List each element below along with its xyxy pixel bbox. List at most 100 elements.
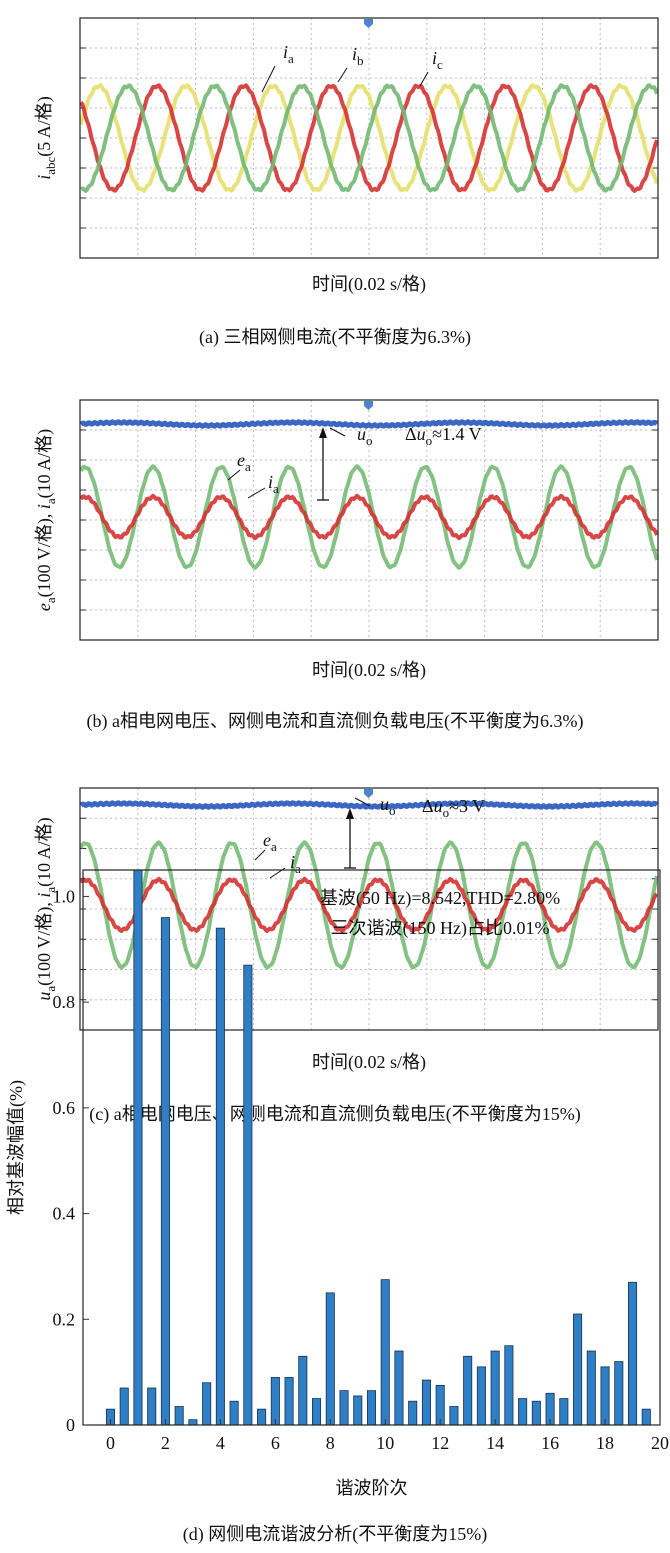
label-sub: a	[245, 459, 251, 474]
label-sub: a	[271, 839, 277, 854]
trigger-marker	[364, 401, 373, 410]
bar	[573, 1313, 583, 1426]
label-sub: a	[43, 597, 58, 603]
waveform	[79, 83, 659, 193]
leader-line	[227, 469, 241, 481]
waveform	[80, 83, 659, 193]
label-var: e	[34, 603, 54, 611]
x-tick-label: 18	[596, 1433, 614, 1453]
label-var: i	[283, 42, 288, 62]
bar	[257, 1408, 267, 1426]
label-var: u	[34, 992, 54, 1001]
leader-line	[329, 427, 346, 437]
label-var: i	[268, 472, 273, 492]
leader-line	[419, 71, 429, 87]
bar	[476, 1366, 486, 1426]
bar	[380, 1279, 390, 1426]
bar	[449, 1406, 459, 1426]
label-var: e	[263, 830, 271, 850]
bar	[215, 927, 225, 1426]
plot-frame	[79, 17, 659, 259]
x-tick-label: 10	[376, 1433, 394, 1453]
label-var: u	[380, 794, 389, 814]
waveform	[79, 464, 659, 570]
bar	[160, 917, 170, 1426]
label-var: i	[34, 504, 54, 509]
bar	[531, 1400, 541, 1426]
y-axis-label: ea(100 V/格), ia(10 A/格)	[34, 429, 58, 611]
bar	[518, 1398, 528, 1426]
label-prefix: Δ	[422, 796, 434, 816]
bar	[421, 1379, 431, 1426]
caption: (d) 网侧电流谐波分析(不平衡度为15%)	[183, 1524, 487, 1545]
y-tick-label: 0.2	[53, 1309, 76, 1329]
label-var: i	[290, 852, 295, 872]
label-var: u	[417, 424, 426, 444]
label-var: i	[432, 48, 437, 68]
y-tick-label: 0.4	[53, 1204, 76, 1224]
label-text: (5 A/格)	[34, 96, 55, 157]
bar	[366, 1390, 377, 1426]
label-text: ≈3 V	[449, 796, 485, 816]
x-axis-label: 时间(0.02 s/格)	[312, 1052, 426, 1073]
x-tick-label: 0	[106, 1433, 115, 1453]
leader-line	[247, 487, 266, 499]
label-text: (100 V/格),	[34, 509, 55, 597]
leader-line	[261, 65, 276, 93]
trigger-marker	[364, 789, 373, 798]
wave-label: ic	[432, 48, 443, 72]
y-tick-label: 1.0	[53, 886, 76, 906]
wave-label: ea	[237, 450, 251, 474]
x-axis-label: 时间(0.02 s/格)	[312, 660, 426, 681]
label-sub: a	[43, 887, 58, 893]
caption: (c) a相电网电压、网侧电流和直流侧负载电压(不平衡度为15%)	[89, 1104, 580, 1125]
bar	[119, 1387, 129, 1426]
label-var: i	[352, 44, 357, 64]
bar	[641, 1408, 651, 1426]
bar	[270, 1377, 280, 1426]
wave-label: Δuo≈1.4 V	[405, 424, 482, 448]
label-var: i	[34, 175, 54, 180]
bar	[133, 869, 143, 1426]
wave-label: ib	[352, 44, 364, 68]
bar	[325, 1292, 335, 1426]
label-sub: a	[273, 481, 279, 496]
label-sub: o	[426, 433, 433, 448]
waveform	[79, 876, 659, 934]
wave-label: Δuo≈3 V	[422, 796, 485, 820]
bar	[147, 1387, 157, 1426]
plot-frame	[79, 787, 659, 1031]
bar	[490, 1350, 500, 1426]
waveform	[79, 83, 659, 193]
annotation: 基波(50 Hz)=8.542,THD=2.80%	[320, 888, 560, 909]
label-var: e	[237, 450, 245, 470]
bar	[394, 1350, 404, 1426]
y-tick-label: 0.8	[53, 992, 76, 1012]
bar	[586, 1350, 596, 1426]
label-sub: c	[437, 57, 443, 72]
leader-line	[354, 797, 371, 807]
waveform	[79, 419, 659, 429]
x-axis-label: 时间(0.02 s/格)	[312, 274, 426, 295]
bar	[628, 1281, 638, 1426]
label-sub: a	[288, 51, 294, 66]
bar	[408, 1400, 418, 1426]
waveform	[79, 493, 659, 541]
label-sub: b	[357, 53, 364, 68]
label-sub: o	[443, 805, 450, 820]
x-tick-label: 2	[161, 1433, 170, 1453]
leader-line	[337, 67, 348, 83]
bar	[339, 1390, 349, 1426]
label-sub: o	[389, 803, 396, 818]
x-tick-label: 12	[431, 1433, 449, 1453]
label-sub: abc	[43, 156, 58, 174]
x-tick-label: 14	[486, 1433, 504, 1453]
wave-label: ia	[283, 42, 294, 66]
label-sub: a	[295, 861, 301, 876]
bar	[298, 1355, 308, 1426]
label-text: ≈1.4 V	[432, 424, 482, 444]
x-tick-label: 4	[216, 1433, 225, 1453]
label-sub: o	[366, 433, 373, 448]
label-sub: a	[43, 498, 58, 504]
bar	[559, 1398, 569, 1426]
